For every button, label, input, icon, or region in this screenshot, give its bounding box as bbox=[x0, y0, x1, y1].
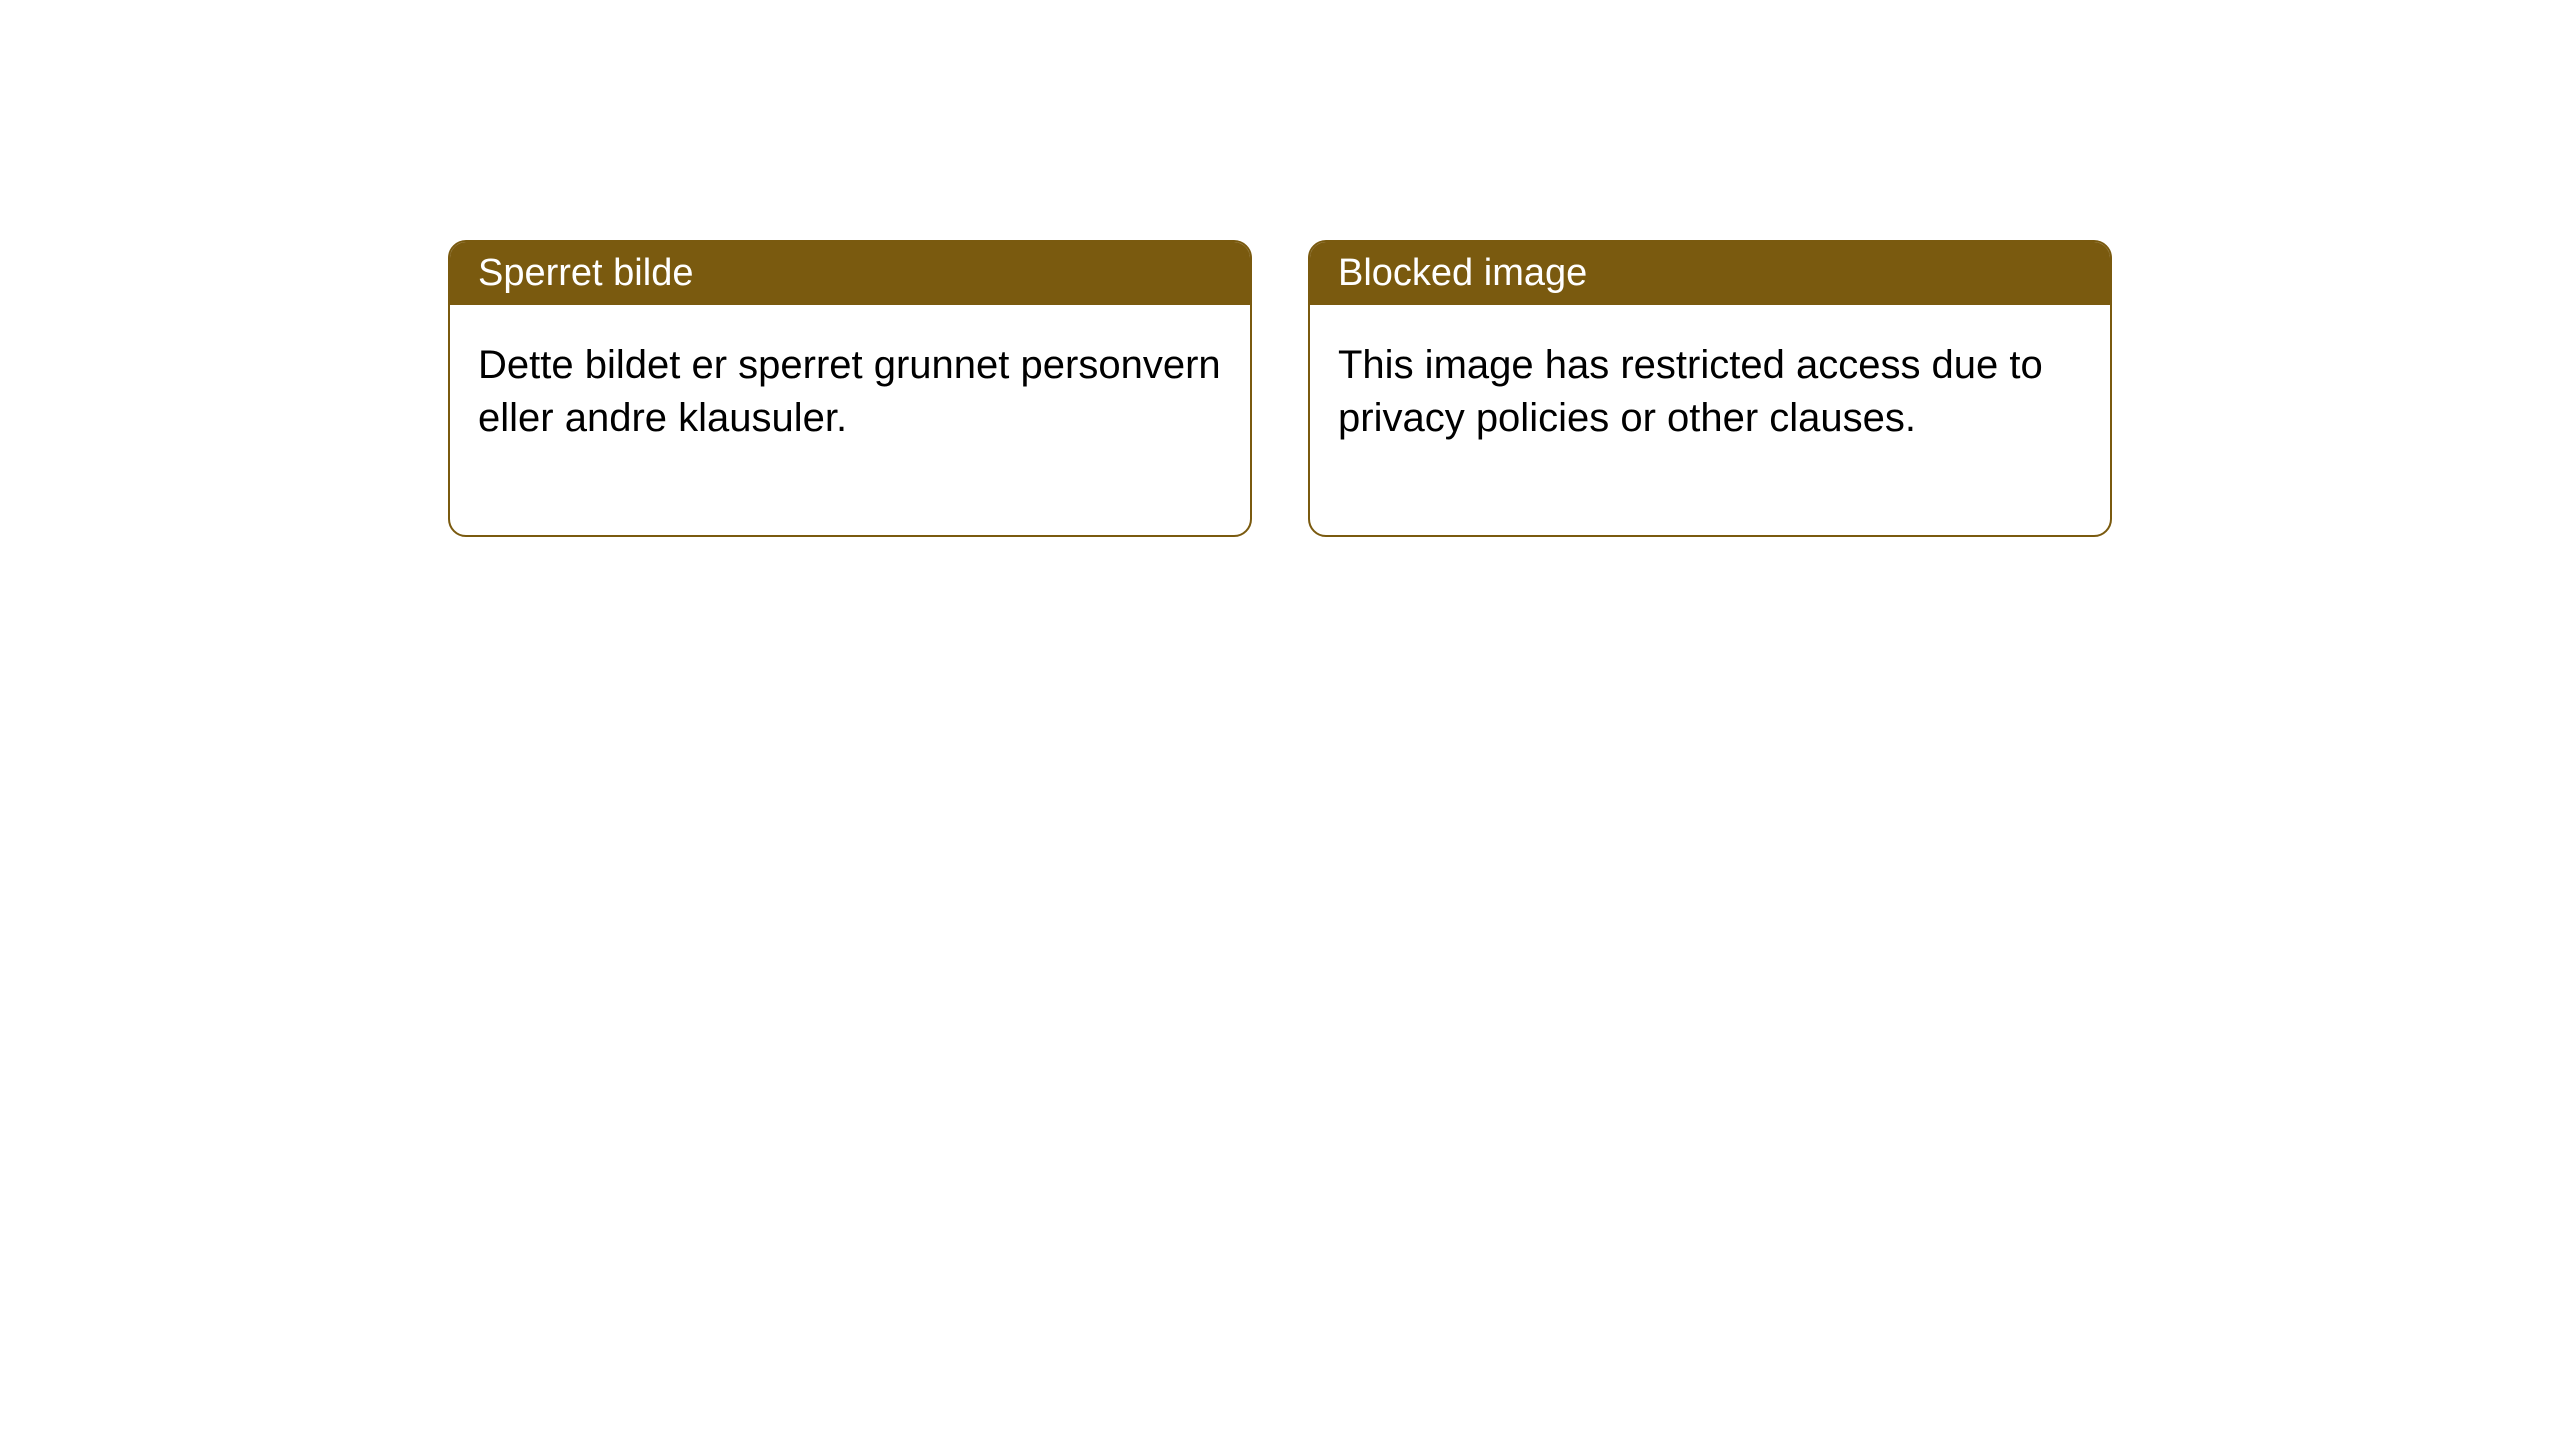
notice-title-norwegian: Sperret bilde bbox=[478, 252, 693, 294]
notice-box-english: Blocked image This image has restricted … bbox=[1308, 240, 2112, 537]
notice-text-english: This image has restricted access due to … bbox=[1338, 343, 2043, 440]
notice-title-english: Blocked image bbox=[1338, 252, 1587, 294]
notice-text-norwegian: Dette bildet er sperret grunnet personve… bbox=[478, 343, 1221, 440]
notice-body-english: This image has restricted access due to … bbox=[1310, 305, 2110, 535]
notice-header-english: Blocked image bbox=[1310, 242, 2110, 305]
notice-header-norwegian: Sperret bilde bbox=[450, 242, 1250, 305]
notice-container: Sperret bilde Dette bildet er sperret gr… bbox=[448, 240, 2112, 537]
notice-box-norwegian: Sperret bilde Dette bildet er sperret gr… bbox=[448, 240, 1252, 537]
notice-body-norwegian: Dette bildet er sperret grunnet personve… bbox=[450, 305, 1250, 535]
